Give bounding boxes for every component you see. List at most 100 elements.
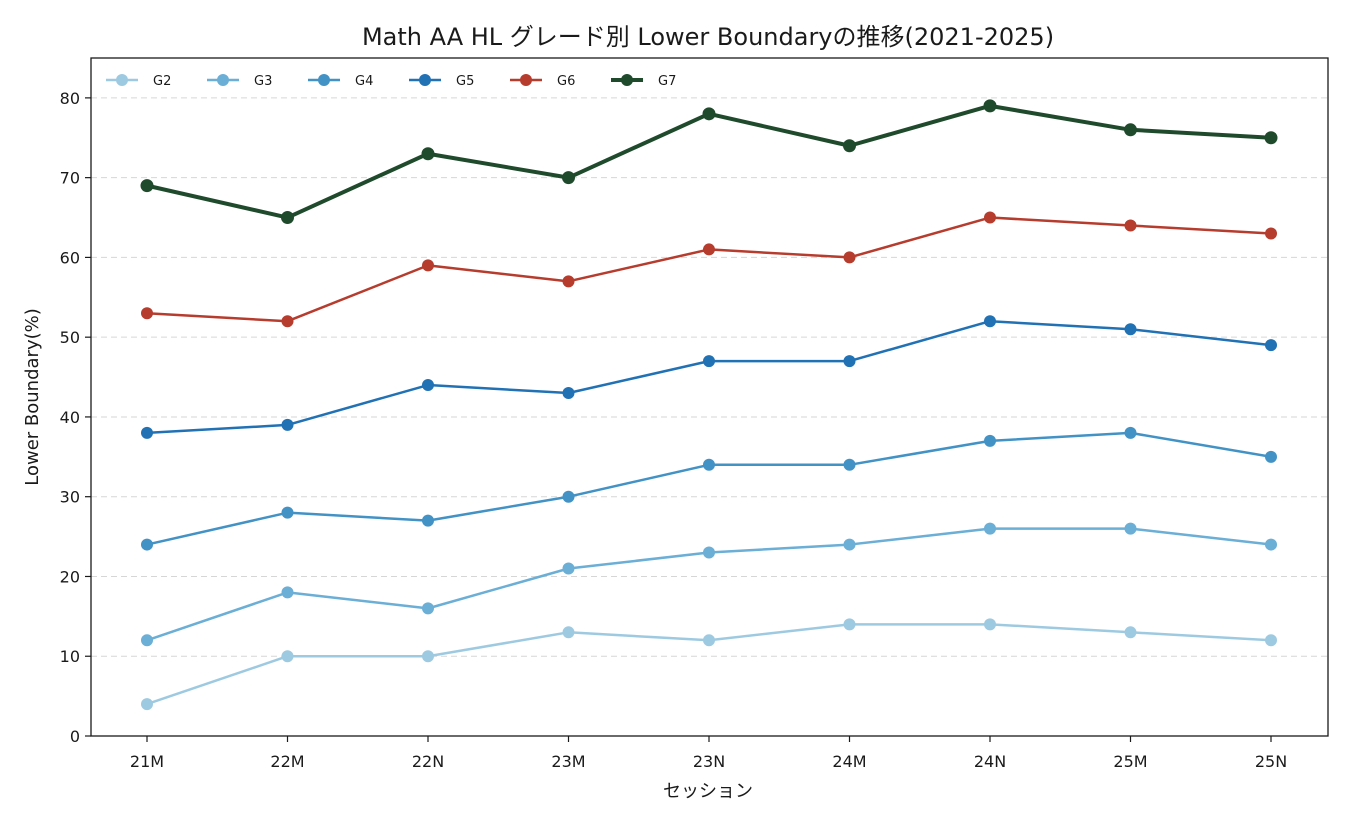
- series-g7: [140, 99, 1278, 225]
- data-point-g5: [703, 355, 715, 368]
- series-layer: [140, 99, 1278, 711]
- data-point-g2: [281, 650, 294, 663]
- y-tick-label: 10: [60, 647, 80, 666]
- data-point-g5: [984, 315, 996, 328]
- data-point-g3: [1124, 522, 1137, 535]
- legend-item-g7: G7: [611, 74, 676, 89]
- legend-label: G5: [456, 74, 474, 89]
- data-point-g2: [422, 650, 434, 663]
- legend-swatch-marker: [621, 74, 633, 86]
- y-tick-label: 50: [60, 328, 80, 347]
- x-axis-label: セッション: [663, 781, 753, 802]
- legend-swatch-marker: [116, 74, 128, 86]
- y-tick-label: 40: [60, 408, 80, 427]
- data-point-g4: [1124, 426, 1137, 439]
- y-tick-label: 0: [70, 727, 80, 746]
- x-tick-label: 23N: [693, 752, 725, 771]
- data-point-g7: [1264, 131, 1278, 145]
- data-point-g6: [984, 211, 996, 224]
- x-tick-label: 24N: [974, 752, 1006, 771]
- data-point-g6: [1124, 219, 1137, 232]
- y-tick-label: 80: [60, 89, 80, 108]
- x-tick-label: 21M: [130, 752, 164, 771]
- data-point-g3: [422, 602, 434, 615]
- plot-frame: [90, 57, 1329, 737]
- data-point-g6: [703, 243, 715, 256]
- data-point-g5: [281, 418, 294, 431]
- data-point-g2: [843, 618, 856, 631]
- chart-title: Math AA HL グレード別 Lower Boundaryの推移(2021-…: [362, 23, 1054, 51]
- data-point-g2: [1124, 626, 1137, 639]
- data-point-g4: [1265, 450, 1277, 463]
- legend-item-g2: G2: [106, 74, 171, 89]
- data-point-g4: [703, 458, 715, 471]
- legend-item-g6: G6: [510, 74, 575, 89]
- data-point-g3: [141, 634, 153, 647]
- data-point-g7: [843, 139, 856, 153]
- legend-label: G6: [557, 74, 575, 89]
- data-point-g7: [1124, 123, 1137, 137]
- data-point-g3: [281, 586, 294, 599]
- data-point-g4: [843, 458, 856, 471]
- x-tick-label: 24M: [832, 752, 866, 771]
- data-point-g7: [702, 107, 716, 121]
- data-point-g5: [1124, 323, 1137, 336]
- data-point-g2: [1265, 634, 1277, 647]
- series-line-g7: [146, 103, 1272, 220]
- series-g2: [141, 618, 1277, 711]
- legend-swatch-marker: [217, 74, 229, 86]
- y-axis-label: Lower Boundary(%): [22, 308, 43, 485]
- data-point-g4: [422, 514, 434, 527]
- data-point-g3: [1265, 538, 1277, 551]
- series-g5: [141, 315, 1277, 439]
- data-point-g3: [984, 522, 996, 535]
- data-point-g5: [141, 426, 153, 439]
- y-tick-label: 60: [60, 248, 80, 267]
- data-point-g4: [141, 538, 153, 551]
- x-tick-label: 25N: [1255, 752, 1287, 771]
- data-point-g2: [984, 618, 996, 631]
- data-point-g7: [562, 171, 575, 185]
- data-point-g3: [843, 538, 856, 551]
- legend-label: G3: [254, 74, 272, 89]
- data-point-g2: [141, 698, 153, 711]
- legend-item-g3: G3: [207, 74, 272, 89]
- x-tick-label: 23M: [551, 752, 585, 771]
- data-point-g6: [562, 275, 575, 288]
- y-tick-label: 70: [60, 169, 80, 188]
- y-axis: 0 10 20 30 40 50 60 70 80: [60, 89, 91, 746]
- data-point-g7: [421, 147, 435, 161]
- legend-swatch-marker: [318, 74, 330, 86]
- data-point-g6: [141, 307, 153, 320]
- series-line-g3: [146, 527, 1272, 642]
- data-point-g7: [281, 211, 294, 225]
- x-tick-label: 25M: [1113, 752, 1147, 771]
- x-tick-label: 22M: [270, 752, 304, 771]
- y-tick-label: 30: [60, 488, 80, 507]
- data-point-g7: [983, 99, 997, 113]
- series-line-g6: [146, 216, 1272, 323]
- legend-label: G2: [153, 74, 171, 89]
- legend-swatch-marker: [520, 74, 532, 86]
- series-g4: [141, 426, 1277, 551]
- x-axis: 21M 22M 22N 23M 23N 24M 24N 25M 25N: [130, 736, 1287, 771]
- data-point-g4: [984, 434, 996, 447]
- data-point-g7: [140, 179, 154, 193]
- grid: [91, 97, 1328, 657]
- data-point-g4: [281, 506, 294, 519]
- legend-label: G4: [355, 74, 373, 89]
- legend-label: G7: [658, 74, 676, 89]
- data-point-g4: [562, 490, 575, 503]
- legend-item-g5: G5: [409, 74, 474, 89]
- data-point-g6: [843, 251, 856, 264]
- legend: G2 G3 G4 G5 G6 G7: [106, 74, 676, 89]
- data-point-g5: [843, 355, 856, 368]
- legend-item-g4: G4: [308, 74, 373, 89]
- data-point-g5: [562, 387, 575, 400]
- data-point-g5: [1265, 339, 1277, 352]
- x-tick-label: 22N: [412, 752, 444, 771]
- data-point-g3: [703, 546, 715, 559]
- series-line-g5: [146, 319, 1272, 435]
- data-point-g2: [562, 626, 575, 639]
